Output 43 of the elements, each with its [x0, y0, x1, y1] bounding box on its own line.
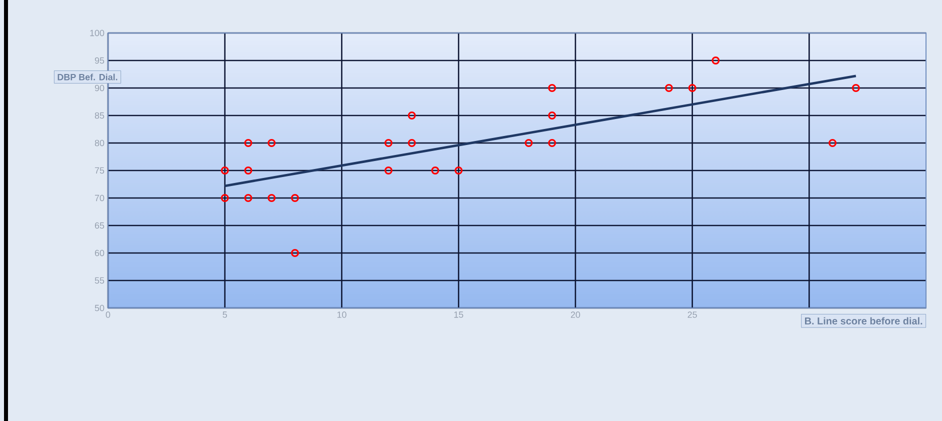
x-tick-label: 5: [222, 312, 227, 318]
point: [852, 84, 860, 92]
point: [268, 139, 276, 147]
y-tick-label: 60: [94, 250, 104, 256]
point: [688, 84, 696, 92]
y-tick-label: 85: [94, 112, 104, 119]
y-tick-label: 90: [94, 84, 104, 92]
point: [290, 249, 299, 257]
x-tick-label: 20: [570, 312, 580, 318]
point: [548, 112, 556, 120]
y-tick-label: 75: [94, 167, 104, 174]
point: [268, 194, 276, 202]
point: [384, 166, 392, 174]
x-tick-label: 0: [106, 312, 110, 318]
y-tick-label: 100: [90, 30, 104, 36]
x-tick-label: 15: [454, 312, 464, 318]
point: [408, 139, 416, 147]
point: [290, 194, 299, 202]
point: [220, 194, 229, 202]
y-tick-label: 95: [94, 57, 104, 64]
x-tick-label: 25: [688, 312, 697, 318]
point: [828, 139, 837, 147]
x-axis-title: B. Line score before dial.: [805, 317, 922, 325]
point: [548, 139, 556, 147]
point: [244, 194, 252, 202]
point: [384, 139, 392, 147]
point: [664, 84, 673, 92]
point: [244, 166, 252, 174]
point: [408, 112, 416, 120]
point: [548, 84, 556, 92]
y-tick-label: 50: [94, 304, 104, 312]
point: [431, 166, 440, 174]
y-tick-label: 65: [94, 222, 104, 229]
point: [524, 139, 533, 147]
point: [712, 56, 720, 64]
x-tick-label: 10: [337, 312, 346, 318]
y-tick-label: 55: [94, 277, 104, 284]
point: [244, 139, 252, 147]
y-tick-label: 80: [94, 140, 104, 146]
point: [220, 166, 229, 174]
y-tick-label: 70: [94, 194, 104, 202]
point: [454, 166, 463, 174]
y-axis-title: DBP Bef. Dial.: [58, 74, 118, 80]
